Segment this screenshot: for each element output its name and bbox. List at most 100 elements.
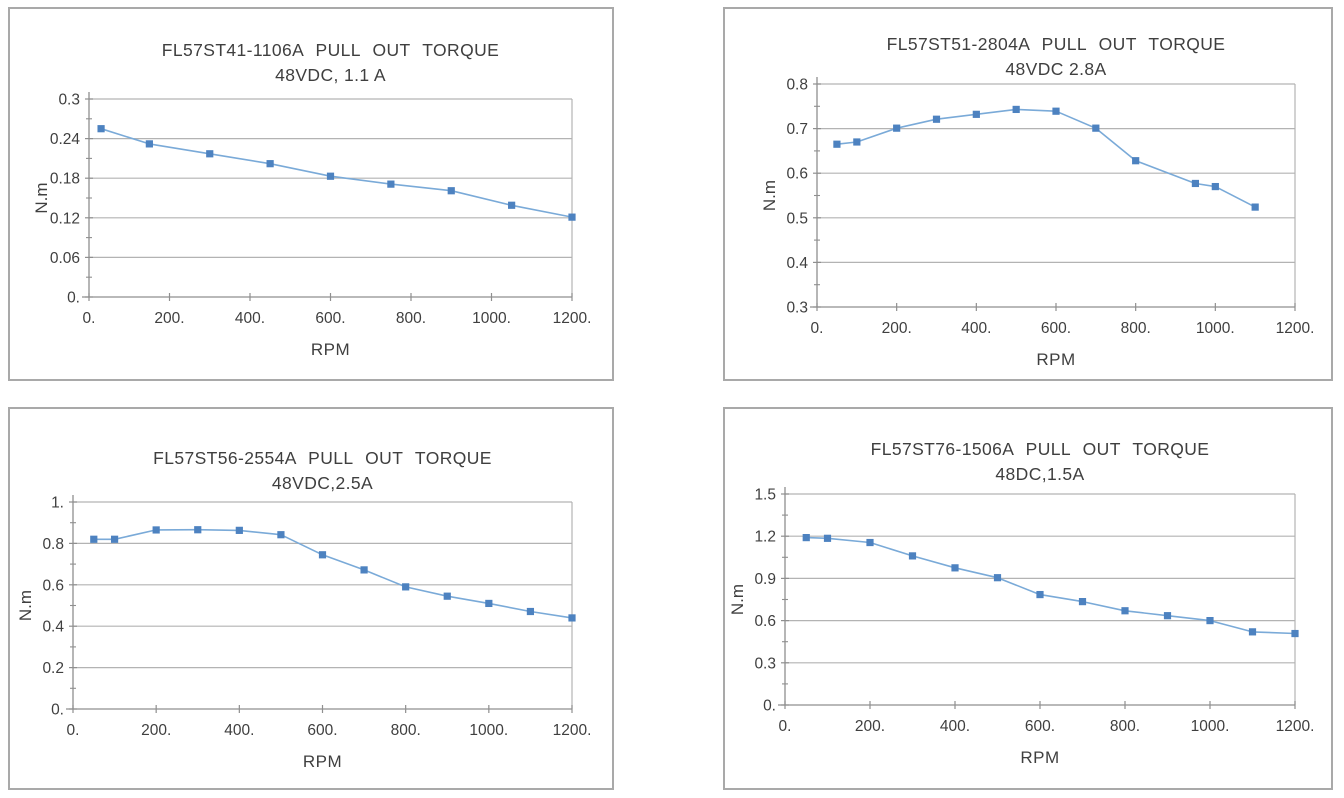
x-tick-label: 200.	[882, 320, 912, 337]
y-axis-label: N.m	[728, 584, 747, 615]
data-point-marker	[508, 201, 516, 209]
chart-panel-fl57st76: 0. 0.3 0.6 0.9 1.2 1.5 0. 200. 400. 600. 800. 1000.…	[723, 407, 1333, 790]
x-axis-label: RPM	[1020, 748, 1059, 767]
x-tick-label: 400.	[940, 718, 970, 735]
y-tick-label: 0.4	[42, 619, 64, 636]
y-tick-label: 0.6	[786, 166, 808, 183]
x-axis-label: RPM	[303, 752, 342, 771]
chart-subtitle: 48VDC 2.8A	[1005, 59, 1106, 79]
x-tick-label: 1200.	[553, 310, 592, 327]
data-point-marker	[360, 566, 368, 574]
data-point-marker	[1121, 607, 1129, 615]
x-tick-label: 600.	[307, 722, 337, 739]
y-tick-label: 1.	[51, 495, 64, 512]
data-point-marker	[235, 526, 243, 534]
data-point-marker	[866, 538, 874, 547]
chart-title: FL57ST41-1106A PULL OUT TORQUE	[162, 40, 499, 60]
x-tick-label: 800.	[396, 310, 426, 327]
data-point-marker	[932, 115, 941, 123]
chart-subtitle: 48VDC,2.5A	[272, 473, 373, 493]
data-point-marker	[1206, 617, 1214, 625]
data-point-marker	[152, 526, 160, 534]
chart-canvas-fl57st56: 0. 0.2 0.4 0.6 0.8 1. 0. 200. 400. 600. 800. 1000. 1…	[16, 448, 592, 771]
data-point-marker	[1052, 107, 1060, 115]
chart-canvas-fl57st51: 0.3 0.4 0.5 0.6 0.7 0.8 0. 200. 400. 600. 800. 1000…	[760, 34, 1314, 369]
data-point-marker	[853, 138, 861, 146]
x-tick-label: 1000.	[472, 310, 511, 327]
y-tick-label: 0.9	[754, 571, 776, 588]
series-line	[836, 108, 1256, 208]
x-axis-label: RPM	[311, 340, 350, 359]
data-point-marker	[1248, 628, 1257, 636]
data-point-marker	[266, 160, 274, 168]
data-point-marker	[402, 583, 410, 591]
y-axis-label: N.m	[32, 182, 51, 213]
data-point-marker	[194, 526, 202, 534]
y-tick-label: 1.2	[754, 529, 776, 546]
data-point-marker	[326, 172, 335, 180]
x-tick-label: 200.	[141, 722, 171, 739]
y-tick-label: 0.3	[754, 655, 776, 672]
data-point-marker	[387, 180, 395, 188]
data-point-marker	[972, 110, 980, 118]
y-axis-label: N.m	[760, 180, 779, 211]
data-point-marker	[568, 614, 576, 622]
data-point-marker	[1132, 157, 1140, 165]
x-tick-label: 0.	[67, 722, 80, 739]
y-tick-label: 0.12	[50, 210, 80, 227]
y-tick-label: 1.5	[754, 487, 776, 504]
x-tick-label: 800.	[1110, 718, 1140, 735]
data-point-marker	[318, 551, 327, 559]
data-point-marker	[951, 564, 959, 572]
x-tick-label: 400.	[235, 310, 265, 327]
data-point-marker	[110, 535, 119, 543]
data-point-marker	[97, 125, 105, 133]
data-point-marker	[485, 599, 493, 608]
chart-panel-fl57st41: 0. 0.06 0.12 0.18 0.24 0.3 0. 200. 400. 600. 800. 1…	[8, 7, 614, 381]
x-tick-label: 600.	[1041, 320, 1071, 337]
chart-panel-fl57st51: 0.3 0.4 0.5 0.6 0.7 0.8 0. 200. 400. 600. 800. 1000…	[723, 7, 1333, 381]
y-tick-label: 0.	[67, 290, 80, 307]
x-tick-label: 1200.	[553, 722, 592, 739]
y-tick-label: 0.18	[50, 171, 80, 188]
y-tick-label: 0.2	[42, 660, 64, 677]
data-point-marker	[206, 150, 214, 158]
y-tick-label: 0.8	[42, 536, 64, 553]
x-tick-label: 1000.	[469, 722, 508, 739]
x-tick-label: 200.	[855, 718, 885, 735]
y-tick-label: 0.3	[786, 300, 808, 317]
y-tick-label: 0.6	[42, 577, 64, 594]
chart-title: FL57ST51-2804A PULL OUT TORQUE	[887, 34, 1226, 54]
data-point-marker	[277, 531, 285, 539]
data-point-marker	[802, 534, 810, 542]
chart-title: FL57ST56-2554A PULL OUT TORQUE	[153, 448, 492, 468]
series-line	[100, 127, 573, 218]
data-point-marker	[1251, 203, 1259, 211]
data-point-marker	[1211, 182, 1219, 191]
data-point-marker	[1291, 629, 1299, 638]
data-point-marker	[1036, 590, 1044, 599]
x-tick-label: 1200.	[1276, 718, 1315, 735]
y-axis-label: N.m	[16, 590, 35, 621]
chart-panel-fl57st56: 0. 0.2 0.4 0.6 0.8 1. 0. 200. 400. 600. 800. 1000. 1…	[8, 407, 614, 790]
x-tick-label: 800.	[1121, 320, 1151, 337]
data-point-marker	[993, 574, 1002, 582]
chart-canvas-fl57st76: 0. 0.3 0.6 0.9 1.2 1.5 0. 200. 400. 600. 800. 1000.…	[728, 439, 1315, 767]
data-point-marker	[526, 607, 535, 616]
chart-canvas-fl57st41: 0. 0.06 0.12 0.18 0.24 0.3 0. 200. 400. 600. 800. 1…	[32, 40, 592, 359]
data-point-marker	[1163, 612, 1172, 620]
x-tick-label: 0.	[83, 310, 96, 327]
x-tick-label: 0.	[779, 718, 792, 735]
series-line	[806, 536, 1296, 635]
x-tick-label: 600.	[1025, 718, 1055, 735]
data-point-marker	[443, 592, 451, 600]
y-tick-label: 0.3	[58, 92, 80, 109]
x-tick-label: 400.	[224, 722, 254, 739]
x-tick-label: 0.	[811, 320, 824, 337]
y-tick-label: 0.	[51, 702, 64, 719]
chart-title: FL57ST76-1506A PULL OUT TORQUE	[871, 439, 1210, 459]
chart-subtitle: 48VDC, 1.1 A	[275, 65, 386, 85]
y-tick-label: 0.4	[786, 255, 808, 272]
x-axis-label: RPM	[1036, 350, 1075, 369]
data-point-marker	[1012, 105, 1020, 114]
